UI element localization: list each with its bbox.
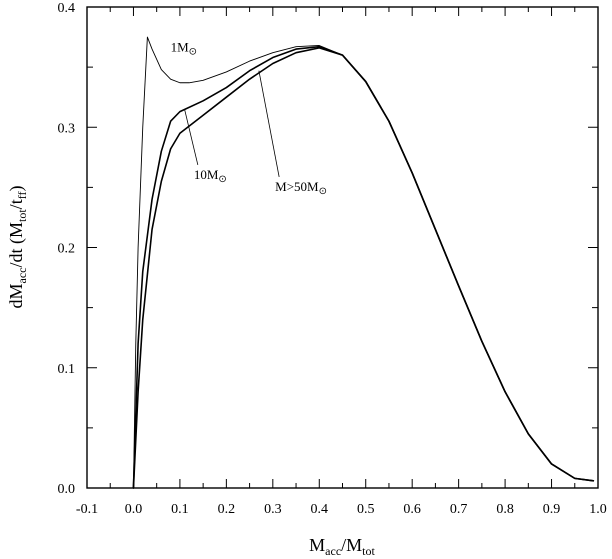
x-tick-label: 0.8	[496, 502, 514, 517]
curves	[132, 36, 595, 489]
y-tick-label: 0.3	[58, 121, 76, 136]
x-tick-label: 1.0	[589, 502, 607, 517]
x-tick-label: 0.5	[357, 502, 375, 517]
x-tick-label: 0.2	[218, 502, 236, 517]
y-axis-label-mid: /dt (M	[6, 222, 27, 268]
y-tick-label: 0.1	[58, 362, 76, 377]
x-tick-label: 0.0	[125, 502, 143, 517]
label-10msun: 10M⊙	[194, 167, 227, 185]
x-tick-label: 0.7	[450, 502, 468, 517]
x-tick-label: 0.4	[311, 502, 329, 517]
x-tick-label: 0.1	[171, 502, 189, 517]
x-axis-label-sep: /M	[341, 535, 362, 555]
tick-labels: -0.1 0.0 0.1 0.2 0.3 0.4 0.5 0.6 0.7 0.8 0.9 1.00.0…	[58, 1, 607, 517]
y-axis-label-sub-2: tot	[15, 209, 29, 222]
y-axis-label-main: dM	[6, 283, 26, 308]
y-axis-label-sub-1: acc	[15, 267, 29, 283]
series-label-name: M>50M	[275, 179, 319, 194]
series-label-symbol: ⊙	[189, 46, 197, 57]
plot-frame	[86, 6, 599, 489]
annotation-leader	[184, 109, 199, 166]
x-axis-label-main: M	[309, 535, 325, 555]
label-50msun: M>50M⊙	[275, 179, 327, 197]
x-axis-label-sub-2: tot	[362, 544, 375, 558]
x-axis-label-sub-1: acc	[325, 544, 341, 558]
x-tick-label: 0.9	[543, 502, 561, 517]
series-line-1msun	[133, 36, 594, 489]
series-label-name: 1M	[171, 39, 190, 54]
y-axis-label-end: )	[6, 186, 27, 192]
x-axis-label: Macc/Mtot	[309, 535, 375, 558]
y-tick-label: 0.0	[58, 482, 76, 497]
series-label-symbol: ⊙	[218, 174, 226, 185]
x-tick-label: 0.3	[264, 502, 282, 517]
label-1msun: 1M⊙	[171, 39, 197, 57]
y-axis-label: dMacc/dt (Mtot/tff)	[6, 186, 29, 309]
y-tick-label: 0.2	[58, 242, 76, 257]
annotations: 1M⊙10M⊙ M>50M⊙	[171, 39, 327, 196]
y-axis-label-sub-3: ff	[15, 192, 29, 200]
y-tick-label: 0.4	[58, 1, 76, 16]
series-label-name: 10M	[194, 167, 219, 182]
series-line-10msun	[132, 45, 595, 489]
x-tick-label: 0.6	[403, 502, 421, 517]
y-axis-label-sep: /t	[6, 199, 26, 209]
annotation-leader	[258, 70, 280, 178]
series-label-symbol: ⊙	[319, 186, 327, 197]
series-line-50msun	[132, 47, 595, 489]
ticks	[86, 6, 599, 489]
x-tick-label: -0.1	[76, 502, 98, 517]
